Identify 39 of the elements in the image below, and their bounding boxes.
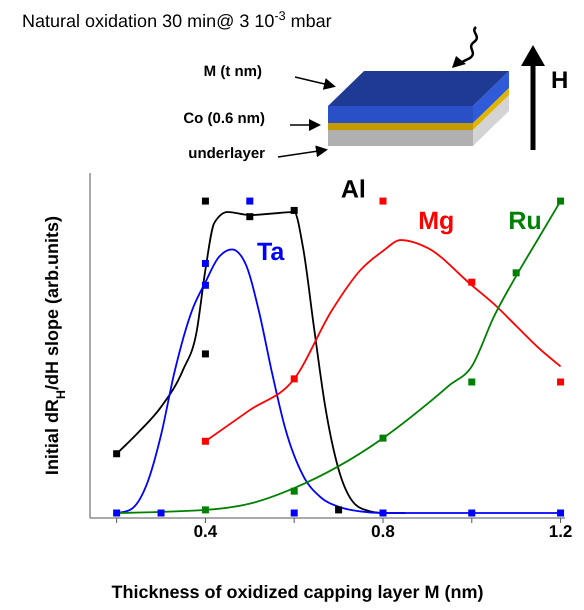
text: M (t nm) [204,63,262,80]
x-tick-label: 0.8 [371,522,395,542]
point [335,506,342,514]
point [290,375,298,382]
point [290,510,298,517]
point [468,278,476,286]
point [246,198,254,205]
x-tick-label: 0.4 [194,522,218,542]
point [202,198,209,205]
point [202,350,209,358]
series-label: Al [340,176,366,204]
point [290,206,298,214]
point [158,510,165,517]
x-axis-title: Thickness of oxidized capping layer M (nm) [111,582,484,602]
chart-title: Natural oxidation 30 min@ 3 10$^{-3}$ mbar [22,9,332,31]
point [290,488,298,495]
x-tick-label: 1.2 [548,522,572,542]
series-label: Ru [508,206,542,235]
point [379,434,386,442]
point [202,506,209,514]
text: H [551,67,568,94]
text: Co (0.6 nm) [183,110,265,127]
point [202,260,209,267]
series-label: Ta [257,238,286,266]
point [557,378,564,386]
point [512,269,520,276]
point [557,510,564,517]
point [557,198,564,205]
point [246,213,254,220]
point [202,438,209,445]
point [468,378,476,386]
point [113,450,120,458]
point [113,510,120,517]
series-label: Mg [418,206,454,235]
point [202,282,209,289]
point [468,510,476,517]
point [379,510,386,517]
text: underlayer [188,145,266,162]
point [379,198,386,205]
